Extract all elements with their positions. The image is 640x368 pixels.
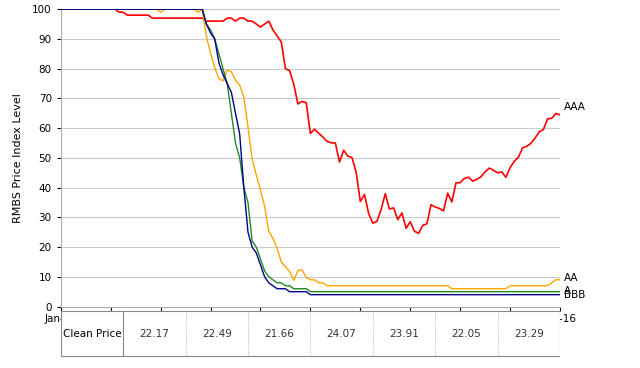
Text: 22.49: 22.49 (202, 329, 232, 339)
Text: 23.91: 23.91 (389, 329, 419, 339)
Text: 22.17: 22.17 (140, 329, 170, 339)
Text: 24.07: 24.07 (327, 329, 356, 339)
Y-axis label: RMBS Price Index Level: RMBS Price Index Level (13, 93, 24, 223)
Text: 22.05: 22.05 (452, 329, 481, 339)
Text: AA: AA (564, 273, 579, 283)
Bar (61, 311, 560, 356)
Text: AAA: AAA (564, 102, 586, 112)
Text: 21.66: 21.66 (264, 329, 294, 339)
Text: BBB: BBB (564, 290, 586, 300)
Text: A: A (564, 286, 572, 296)
Text: 23.29: 23.29 (514, 329, 544, 339)
Text: Clean Price: Clean Price (63, 329, 122, 339)
